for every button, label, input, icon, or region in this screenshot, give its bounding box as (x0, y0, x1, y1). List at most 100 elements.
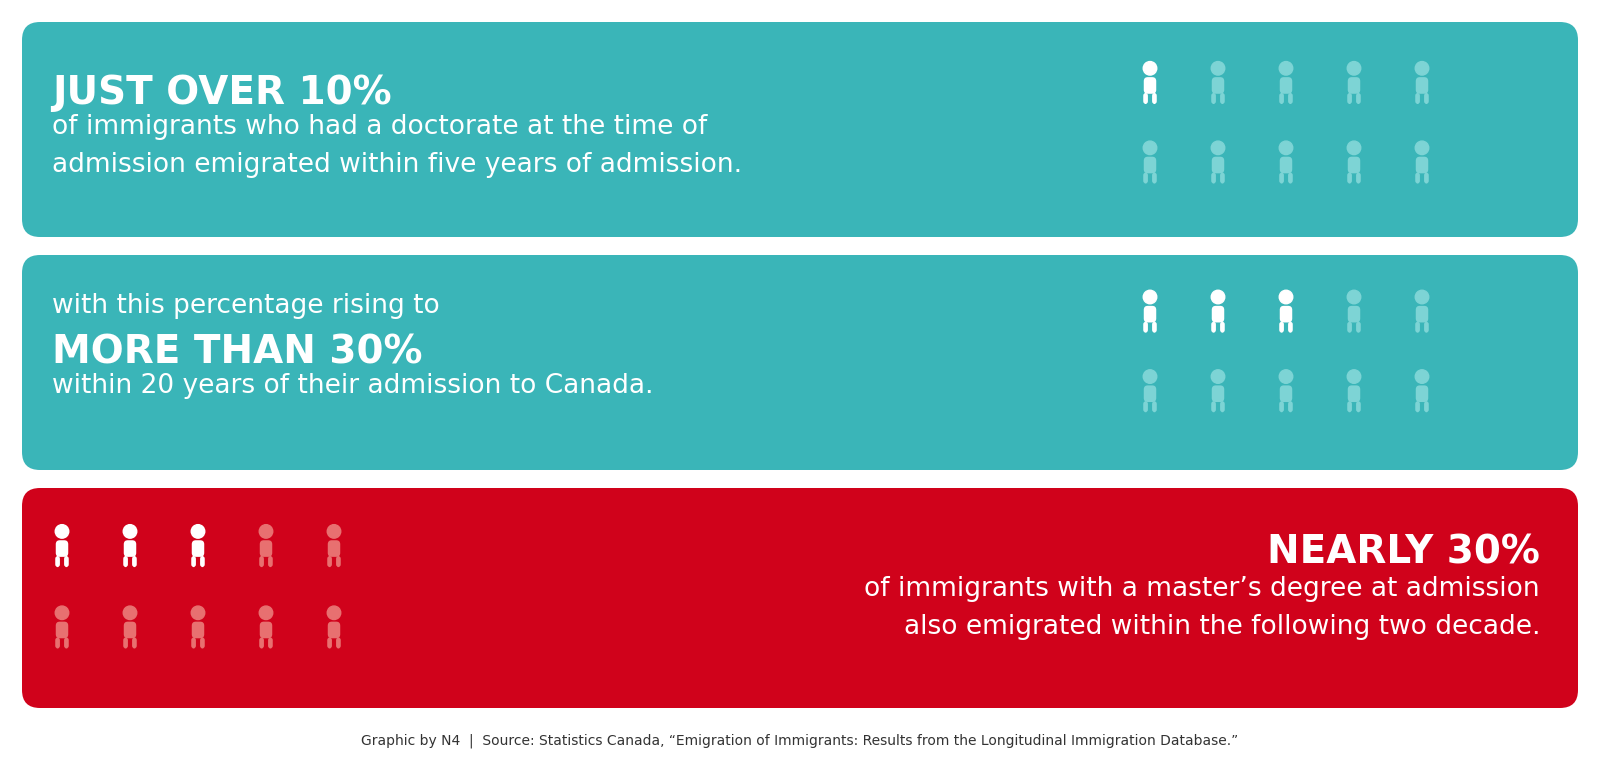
Circle shape (1211, 370, 1224, 383)
FancyBboxPatch shape (1144, 322, 1147, 333)
FancyBboxPatch shape (259, 622, 272, 638)
FancyBboxPatch shape (328, 638, 331, 649)
FancyBboxPatch shape (1144, 156, 1157, 173)
FancyBboxPatch shape (1416, 172, 1419, 184)
FancyBboxPatch shape (1347, 77, 1360, 94)
FancyBboxPatch shape (1152, 172, 1157, 184)
Circle shape (259, 606, 272, 619)
FancyBboxPatch shape (1211, 156, 1224, 173)
FancyBboxPatch shape (123, 638, 128, 649)
Text: with this percentage rising to: with this percentage rising to (51, 293, 440, 319)
Circle shape (123, 524, 136, 538)
FancyBboxPatch shape (56, 556, 59, 567)
FancyBboxPatch shape (1288, 172, 1293, 184)
FancyBboxPatch shape (1347, 93, 1352, 104)
FancyBboxPatch shape (1416, 93, 1419, 104)
FancyBboxPatch shape (1280, 401, 1283, 412)
FancyBboxPatch shape (1144, 93, 1147, 104)
FancyBboxPatch shape (123, 622, 136, 638)
FancyBboxPatch shape (1347, 386, 1360, 402)
FancyBboxPatch shape (269, 556, 272, 567)
Circle shape (192, 524, 205, 538)
Circle shape (1144, 290, 1157, 304)
Circle shape (1416, 370, 1429, 383)
Circle shape (1280, 370, 1293, 383)
Circle shape (123, 606, 136, 619)
Circle shape (1211, 141, 1224, 155)
FancyBboxPatch shape (200, 556, 205, 567)
FancyBboxPatch shape (328, 556, 331, 567)
FancyBboxPatch shape (1221, 172, 1224, 184)
Circle shape (1144, 61, 1157, 75)
FancyBboxPatch shape (328, 622, 341, 638)
FancyBboxPatch shape (1280, 386, 1293, 402)
FancyBboxPatch shape (1347, 401, 1352, 412)
Circle shape (1280, 61, 1293, 75)
FancyBboxPatch shape (192, 540, 205, 557)
FancyBboxPatch shape (192, 638, 195, 649)
FancyBboxPatch shape (1211, 77, 1224, 94)
FancyBboxPatch shape (1416, 322, 1419, 333)
FancyBboxPatch shape (259, 638, 264, 649)
FancyBboxPatch shape (1144, 172, 1147, 184)
Circle shape (1416, 141, 1429, 155)
FancyBboxPatch shape (1152, 322, 1157, 333)
FancyBboxPatch shape (56, 638, 59, 649)
Text: Graphic by N4  |  Source: Statistics Canada, “Emigration of Immigrants: Results : Graphic by N4 | Source: Statistics Canad… (362, 733, 1238, 748)
FancyBboxPatch shape (1288, 322, 1293, 333)
FancyBboxPatch shape (1347, 172, 1352, 184)
FancyBboxPatch shape (1357, 93, 1360, 104)
Text: of immigrants who had a doctorate at the time of
admission emigrated within five: of immigrants who had a doctorate at the… (51, 114, 742, 178)
Text: MORE THAN 30%: MORE THAN 30% (51, 333, 422, 371)
Circle shape (328, 524, 341, 538)
FancyBboxPatch shape (1152, 93, 1157, 104)
Circle shape (1347, 141, 1360, 155)
FancyBboxPatch shape (336, 556, 341, 567)
FancyBboxPatch shape (64, 638, 69, 649)
FancyBboxPatch shape (1280, 306, 1293, 323)
FancyBboxPatch shape (123, 540, 136, 557)
FancyBboxPatch shape (1211, 322, 1216, 333)
Circle shape (1416, 290, 1429, 304)
Circle shape (1144, 370, 1157, 383)
FancyBboxPatch shape (1211, 93, 1216, 104)
FancyBboxPatch shape (1144, 401, 1147, 412)
FancyBboxPatch shape (192, 556, 195, 567)
FancyBboxPatch shape (1288, 93, 1293, 104)
FancyBboxPatch shape (1211, 401, 1216, 412)
FancyBboxPatch shape (192, 622, 205, 638)
FancyBboxPatch shape (269, 638, 272, 649)
Circle shape (259, 524, 272, 538)
FancyBboxPatch shape (1424, 172, 1429, 184)
Circle shape (1280, 290, 1293, 304)
FancyBboxPatch shape (22, 488, 1578, 708)
FancyBboxPatch shape (1221, 401, 1224, 412)
FancyBboxPatch shape (56, 622, 69, 638)
FancyBboxPatch shape (1416, 306, 1429, 323)
FancyBboxPatch shape (1144, 77, 1157, 94)
FancyBboxPatch shape (1280, 322, 1283, 333)
FancyBboxPatch shape (336, 638, 341, 649)
FancyBboxPatch shape (1416, 156, 1429, 173)
FancyBboxPatch shape (1280, 172, 1283, 184)
FancyBboxPatch shape (22, 255, 1578, 470)
Circle shape (192, 606, 205, 619)
Circle shape (56, 524, 69, 538)
FancyBboxPatch shape (1280, 77, 1293, 94)
Circle shape (1347, 370, 1360, 383)
Circle shape (1211, 290, 1224, 304)
FancyBboxPatch shape (133, 638, 136, 649)
FancyBboxPatch shape (1347, 322, 1352, 333)
FancyBboxPatch shape (1211, 306, 1224, 323)
Circle shape (1144, 141, 1157, 155)
Circle shape (1280, 141, 1293, 155)
FancyBboxPatch shape (1221, 93, 1224, 104)
FancyBboxPatch shape (259, 556, 264, 567)
Circle shape (1416, 61, 1429, 75)
Circle shape (1347, 61, 1360, 75)
FancyBboxPatch shape (123, 556, 128, 567)
FancyBboxPatch shape (1416, 401, 1419, 412)
FancyBboxPatch shape (1280, 156, 1293, 173)
Circle shape (328, 606, 341, 619)
FancyBboxPatch shape (1357, 172, 1360, 184)
